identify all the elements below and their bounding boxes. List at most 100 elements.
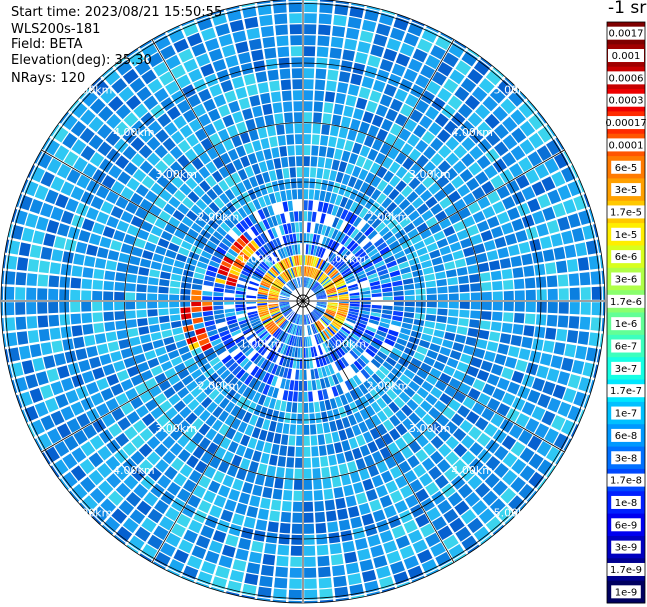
data-cell <box>294 325 298 336</box>
data-cell <box>467 264 479 275</box>
data-cell <box>218 555 233 569</box>
data-cell <box>347 414 357 426</box>
data-cell <box>570 424 579 437</box>
data-cell <box>69 99 80 112</box>
data-cell <box>467 327 479 338</box>
data-cell <box>329 420 338 432</box>
data-cell <box>517 385 531 400</box>
data-cell <box>304 556 316 567</box>
data-cell <box>246 228 256 239</box>
data-cell <box>101 524 114 535</box>
data-cell <box>303 79 314 90</box>
data-cell <box>60 181 75 196</box>
data-cell <box>418 253 431 263</box>
data-cell <box>35 216 49 231</box>
data-cell <box>305 266 309 277</box>
data-cell <box>274 477 284 489</box>
data-cell <box>122 517 139 534</box>
data-cell <box>446 233 459 245</box>
data-cell <box>250 318 260 324</box>
data-cell <box>314 257 320 268</box>
data-cell <box>470 357 483 368</box>
data-cell <box>212 530 227 543</box>
data-cell <box>308 347 312 358</box>
data-cell <box>327 302 338 305</box>
data-cell <box>454 86 470 102</box>
data-cell <box>42 452 51 465</box>
data-cell <box>437 160 451 174</box>
data-cell <box>110 240 123 252</box>
data-cell <box>310 281 317 290</box>
data-cell <box>177 449 191 463</box>
data-cell <box>366 269 377 277</box>
data-cell <box>359 121 370 134</box>
data-cell <box>388 188 400 201</box>
data-cell <box>412 269 424 278</box>
data-cell <box>322 279 332 287</box>
data-cell <box>75 202 89 217</box>
data-cell <box>508 244 520 257</box>
data-cell <box>343 186 353 198</box>
data-cell <box>393 17 409 31</box>
data-cell <box>154 393 167 405</box>
data-cell <box>372 256 383 265</box>
data-cell <box>501 367 514 380</box>
data-cell <box>173 473 187 487</box>
data-cell <box>459 284 470 293</box>
data-cell <box>290 369 296 380</box>
data-cell <box>246 363 256 374</box>
data-cell <box>437 525 453 541</box>
data-cell <box>346 225 356 237</box>
data-cell <box>135 405 149 418</box>
data-cell <box>263 194 272 206</box>
data-cell <box>492 67 505 78</box>
data-cell <box>180 295 191 301</box>
data-cell <box>171 523 186 538</box>
data-cell <box>324 341 332 352</box>
data-cell <box>148 316 159 325</box>
data-cell <box>155 428 169 442</box>
data-cell <box>155 346 167 357</box>
data-cell <box>534 163 550 179</box>
data-cell <box>193 240 205 250</box>
data-cell <box>400 266 411 275</box>
data-cell <box>107 250 120 261</box>
data-cell <box>345 94 357 107</box>
data-cell <box>275 354 282 365</box>
data-cell <box>277 388 284 400</box>
data-cell <box>224 288 235 294</box>
data-cell <box>342 324 353 332</box>
data-cell <box>416 222 429 234</box>
data-cell <box>553 246 566 260</box>
data-cell <box>230 244 241 254</box>
data-cell <box>126 48 139 58</box>
data-cell <box>403 519 418 534</box>
data-cell <box>229 269 240 277</box>
data-cell <box>272 239 280 250</box>
data-cell <box>177 420 191 433</box>
data-cell <box>546 275 558 288</box>
data-cell <box>577 179 585 193</box>
data-cell <box>477 449 492 464</box>
data-cell <box>235 502 248 515</box>
data-cell <box>537 193 551 209</box>
data-cell <box>203 315 214 322</box>
data-cell <box>224 358 236 369</box>
data-cell <box>515 174 530 189</box>
data-cell <box>287 311 295 320</box>
data-cell <box>342 270 353 278</box>
data-cell <box>51 340 64 353</box>
data-cell <box>423 356 436 367</box>
data-cell <box>479 320 491 330</box>
data-cell <box>339 265 349 274</box>
data-cell <box>140 112 155 127</box>
data-cell <box>4 349 10 363</box>
data-cell <box>362 332 374 341</box>
data-cell <box>284 412 291 424</box>
data-cell <box>274 279 284 287</box>
data-cell <box>381 118 393 132</box>
data-cell <box>80 145 96 161</box>
data-cell <box>180 313 192 320</box>
data-cell <box>395 211 407 223</box>
data-cell <box>252 484 263 497</box>
